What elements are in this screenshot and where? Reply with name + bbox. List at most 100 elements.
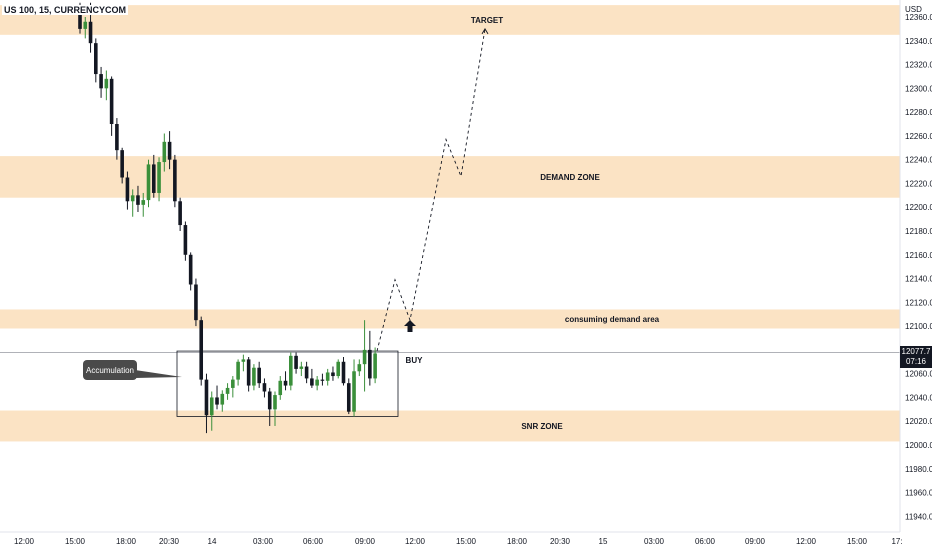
projection-path[interactable] (376, 28, 486, 352)
candle-body[interactable] (78, 7, 82, 29)
candle-body[interactable] (225, 387, 230, 394)
zone-band[interactable] (0, 410, 900, 442)
candle-body[interactable] (315, 379, 319, 386)
candle-body[interactable] (83, 21, 88, 29)
time-tick-label: 12:00 (14, 537, 35, 546)
time-tick-label: 20:30 (159, 537, 180, 546)
candle-body[interactable] (204, 379, 209, 416)
price-tick-label: 11980.0 (905, 465, 932, 474)
candle-body[interactable] (88, 21, 93, 44)
accumulation-box[interactable] (176, 350, 399, 417)
currency-label: USD (905, 5, 922, 14)
candle-body[interactable] (130, 195, 135, 202)
time-tick-label: 17: (891, 537, 902, 546)
price-tick-label: 12260.0 (905, 132, 932, 141)
candle-body[interactable] (246, 359, 251, 386)
time-tick-label: 12:00 (796, 537, 817, 546)
candle-body[interactable] (252, 367, 256, 386)
candle-body[interactable] (178, 201, 182, 226)
time-tick-label: 06:00 (695, 537, 716, 546)
candle-body[interactable] (109, 78, 114, 124)
candle-body[interactable] (120, 150, 124, 178)
candle-body[interactable] (357, 364, 362, 372)
candle-body[interactable] (151, 164, 156, 193)
time-tick-label: 03:00 (253, 537, 274, 546)
candle-body[interactable] (157, 162, 161, 193)
candle-body[interactable] (278, 380, 283, 396)
candle-body[interactable] (183, 225, 188, 255)
candle-body[interactable] (146, 164, 151, 201)
time-tick-label: 12:00 (405, 537, 426, 546)
candle-body[interactable] (241, 359, 246, 362)
candle-body[interactable] (294, 355, 298, 369)
time-tick-label: 15:00 (65, 537, 86, 546)
price-tick-label: 12240.0 (905, 156, 932, 165)
candle-body[interactable] (368, 349, 372, 379)
candle-body[interactable] (209, 397, 214, 416)
candle-body[interactable] (331, 372, 335, 377)
price-tick-label: 12020.0 (905, 417, 932, 426)
candle-body[interactable] (283, 380, 288, 386)
candle-body[interactable] (194, 284, 198, 321)
candle-body[interactable] (236, 361, 240, 380)
zone-band[interactable] (0, 5, 900, 35)
candle-body[interactable] (199, 320, 204, 380)
zone-label: TARGET (471, 16, 503, 25)
candle-body[interactable] (262, 383, 267, 392)
candle-body[interactable] (99, 74, 103, 89)
price-tick-label: 12300.0 (905, 84, 932, 93)
price-tick-label: 12100.0 (905, 322, 932, 331)
candle-body[interactable] (325, 372, 330, 381)
candle-body[interactable] (215, 397, 219, 405)
last-price-tag: 12077.7 07:16 (900, 346, 932, 368)
price-tick-label: 11960.0 (905, 489, 932, 498)
candle-body[interactable] (257, 367, 261, 384)
candle-body[interactable] (267, 391, 272, 410)
time-tick-label: 14 (208, 537, 217, 546)
candle-body[interactable] (362, 349, 367, 365)
candle-body[interactable] (125, 177, 130, 202)
candle-body[interactable] (341, 361, 346, 384)
last-price-value: 12077.7 (901, 347, 931, 356)
candle-body[interactable] (104, 78, 109, 89)
candle-body[interactable] (220, 393, 225, 405)
price-tick-label: 12040.0 (905, 393, 932, 402)
price-tick-label: 12060.0 (905, 370, 932, 379)
candle-body[interactable] (299, 366, 304, 369)
time-tick-label: 09:00 (745, 537, 766, 546)
candle-body[interactable] (231, 379, 235, 388)
candle-body[interactable] (289, 355, 293, 386)
price-tick-label: 12220.0 (905, 179, 932, 188)
candle-body[interactable] (346, 383, 351, 412)
zone-label: DEMAND ZONE (540, 173, 600, 182)
price-tick-label: 12340.0 (905, 37, 932, 46)
candle-body[interactable] (188, 254, 193, 285)
accumulation-callout[interactable] (83, 360, 137, 380)
candle-body[interactable] (167, 141, 172, 160)
candle-body[interactable] (173, 159, 177, 202)
price-tick-label: 11940.0 (905, 512, 932, 521)
time-tick-label: 15 (599, 537, 608, 546)
projection-arrowhead (481, 28, 489, 35)
candle-body[interactable] (304, 366, 309, 379)
time-tick-label: 09:00 (355, 537, 376, 546)
candle-body[interactable] (136, 195, 140, 205)
symbol-label: US 100, 15, CURRENCYCOM (2, 5, 129, 15)
candle-body[interactable] (373, 353, 377, 379)
candle-body[interactable] (336, 361, 341, 377)
candle-body[interactable] (141, 200, 146, 205)
price-tick-label: 12120.0 (905, 298, 932, 307)
zone-band[interactable] (0, 309, 900, 329)
zone-band[interactable] (0, 156, 900, 198)
candle-body[interactable] (352, 371, 356, 412)
candle-body[interactable] (94, 43, 98, 75)
candle-body[interactable] (273, 395, 277, 410)
zone-label: consuming demand area (565, 315, 660, 324)
candle-body[interactable] (310, 378, 314, 386)
candle-body[interactable] (320, 379, 325, 381)
candle-body[interactable] (162, 141, 167, 163)
candle-body[interactable] (115, 124, 119, 151)
price-axis-bg[interactable] (900, 0, 932, 550)
